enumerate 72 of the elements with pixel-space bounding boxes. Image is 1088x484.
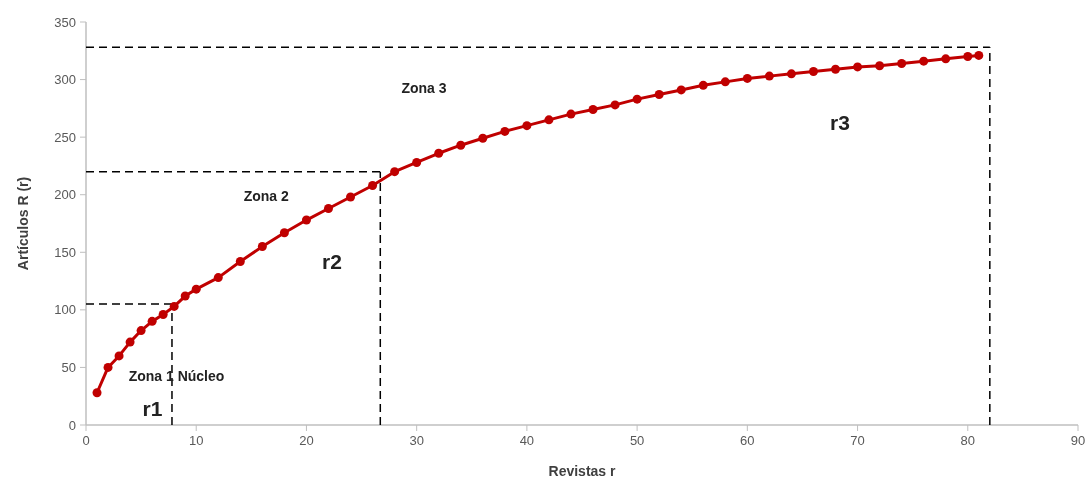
point: [412, 157, 422, 167]
point: [764, 71, 774, 81]
annotation: Zona 1 Núcleo: [128, 367, 225, 384]
x-tick-label: 80: [960, 433, 976, 448]
point: [346, 192, 356, 202]
annotation: r3: [830, 111, 850, 134]
point: [103, 362, 113, 372]
point: [257, 242, 267, 252]
point: [566, 109, 576, 119]
y-tick-label: 50: [61, 359, 76, 375]
point: [169, 301, 179, 311]
point: [147, 316, 157, 326]
y-tick-label: 250: [54, 129, 76, 145]
y-axis-title: Artículos R (r): [15, 176, 31, 271]
point: [632, 94, 642, 104]
annotation: r1: [142, 396, 163, 420]
y-tick-label: 300: [54, 72, 76, 88]
point: [456, 140, 466, 150]
point: [235, 257, 245, 266]
point: [522, 121, 532, 131]
point: [158, 309, 168, 319]
point: [301, 215, 311, 225]
x-tick-label: 70: [850, 433, 865, 448]
y-tick-label: 100: [54, 302, 76, 318]
x-tick-label: 10: [188, 433, 204, 448]
point: [676, 85, 686, 95]
point: [698, 80, 708, 90]
point: [544, 115, 554, 125]
y-tick-label: 150: [54, 244, 76, 260]
point: [654, 90, 664, 100]
point: [853, 62, 863, 72]
point: [742, 73, 752, 83]
point: [974, 50, 984, 60]
point: [434, 148, 444, 158]
point: [500, 126, 510, 136]
point: [136, 326, 146, 336]
y-tick-label: 200: [54, 187, 76, 203]
point: [808, 67, 818, 77]
x-tick-label: 0: [82, 433, 90, 448]
x-tick-label: 60: [740, 433, 755, 448]
annotation: Zona 2: [243, 188, 290, 205]
point: [941, 54, 951, 64]
point: [963, 52, 973, 62]
point: [191, 284, 201, 294]
point: [588, 105, 598, 115]
point: [720, 77, 730, 87]
point: [610, 100, 620, 110]
point: [478, 133, 488, 143]
point: [919, 56, 929, 66]
point: [323, 204, 333, 214]
y-tick-label: 0: [68, 417, 76, 433]
point: [786, 69, 796, 79]
point: [114, 351, 124, 361]
annotation: r2: [322, 250, 342, 274]
point: [831, 64, 841, 74]
point: [875, 61, 885, 71]
point: [180, 291, 190, 301]
x-tick-label: 50: [629, 433, 645, 448]
point: [125, 337, 135, 347]
point: [213, 273, 223, 283]
y-tick-label: 350: [54, 14, 76, 30]
point: [279, 228, 289, 238]
x-tick-label: 40: [519, 433, 535, 448]
point: [897, 58, 907, 68]
point: [368, 181, 378, 190]
annotation: Zona 3: [401, 80, 447, 97]
point: [92, 388, 102, 398]
x-tick-label: 30: [409, 433, 424, 448]
point: [390, 167, 400, 177]
x-tick-label: 20: [299, 433, 314, 448]
x-tick-label: 90: [1070, 433, 1086, 448]
x-axis-title: Revistas r: [548, 463, 617, 479]
